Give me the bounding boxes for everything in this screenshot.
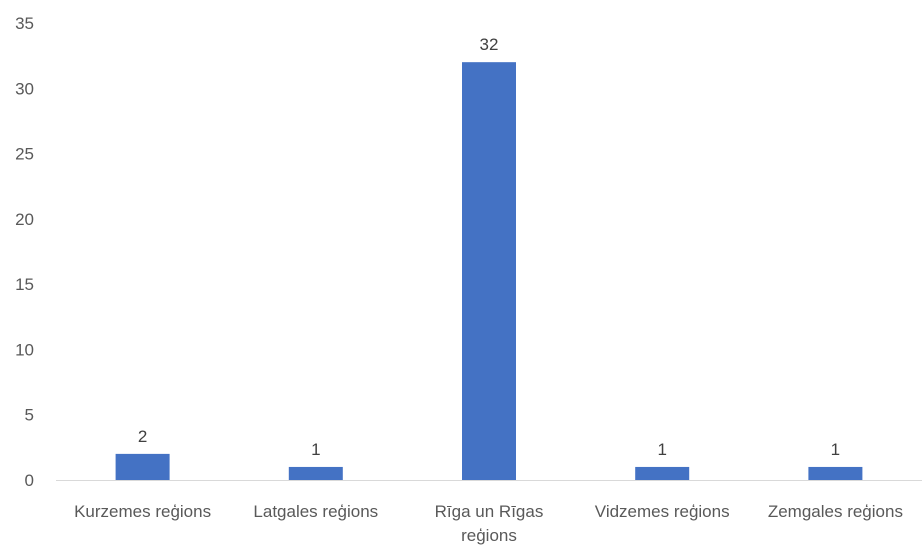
y-tick-label: 10	[15, 340, 34, 359]
bar	[115, 453, 170, 480]
y-tick-label: 5	[25, 406, 34, 425]
y-tick-label: 35	[15, 14, 34, 33]
data-label: 2	[138, 427, 147, 446]
x-category-label: Vidzemes reģions	[595, 502, 730, 521]
x-category-label: Kurzemes reģions	[74, 502, 211, 521]
x-category-label-line: Zemgales reģions	[768, 502, 903, 521]
data-label: 32	[480, 35, 499, 54]
bar	[462, 62, 516, 481]
x-category-label-line: Vidzemes reģions	[595, 502, 730, 521]
category-labels: Kurzemes reģions Latgales reģions Rīga un …	[74, 502, 903, 545]
x-category-label-line: Kurzemes reģions	[74, 502, 211, 521]
bar	[808, 466, 863, 480]
data-labels: 2 1 32 1 1	[138, 35, 840, 459]
bar	[635, 466, 690, 480]
x-category-label: Zemgales reģions	[768, 502, 903, 521]
bar	[288, 466, 343, 480]
y-axis-tick-labels: 0 5 10 15 20 25 30 35	[15, 14, 34, 490]
x-category-label-line: Latgales reģions	[253, 502, 378, 521]
x-category-label-line: Rīga un Rīgas	[435, 502, 544, 521]
data-label: 1	[831, 440, 840, 459]
bars	[115, 62, 863, 481]
y-tick-label: 25	[15, 145, 34, 164]
y-tick-label: 0	[25, 471, 34, 490]
x-category-label: Rīga un Rīgas reģions	[435, 502, 544, 545]
y-tick-label: 30	[15, 79, 34, 98]
data-label: 1	[311, 440, 320, 459]
x-category-label: Latgales reģions	[253, 502, 378, 521]
y-tick-label: 15	[15, 275, 34, 294]
data-label: 1	[657, 440, 666, 459]
y-tick-label: 20	[15, 210, 34, 229]
x-category-label-line: reģions	[461, 526, 517, 545]
